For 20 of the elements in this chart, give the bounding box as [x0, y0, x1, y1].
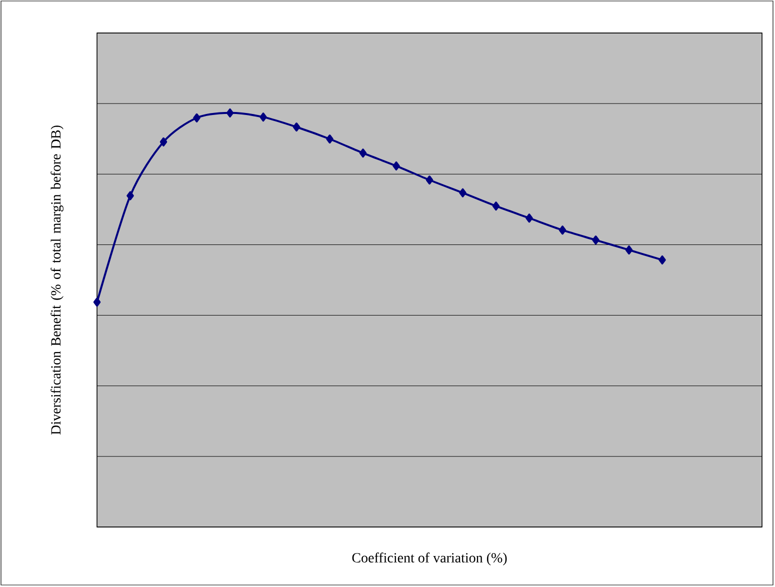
point	[93, 298, 101, 307]
point	[160, 137, 168, 146]
point	[426, 176, 434, 184]
point	[526, 214, 533, 223]
point	[193, 113, 200, 122]
point	[658, 255, 666, 264]
point	[126, 191, 134, 200]
point	[226, 108, 234, 118]
point	[359, 148, 367, 158]
point	[558, 226, 566, 235]
point	[459, 188, 466, 198]
x-axis-title: Coefficient of variation (%)	[352, 552, 507, 566]
point	[260, 112, 267, 122]
point	[492, 202, 500, 211]
point	[592, 236, 600, 245]
point	[392, 161, 400, 170]
point	[625, 245, 633, 254]
y-axis-title: Diversification Benefit (% of total margin before DB)	[50, 126, 64, 435]
point	[292, 122, 300, 132]
point	[326, 134, 334, 144]
